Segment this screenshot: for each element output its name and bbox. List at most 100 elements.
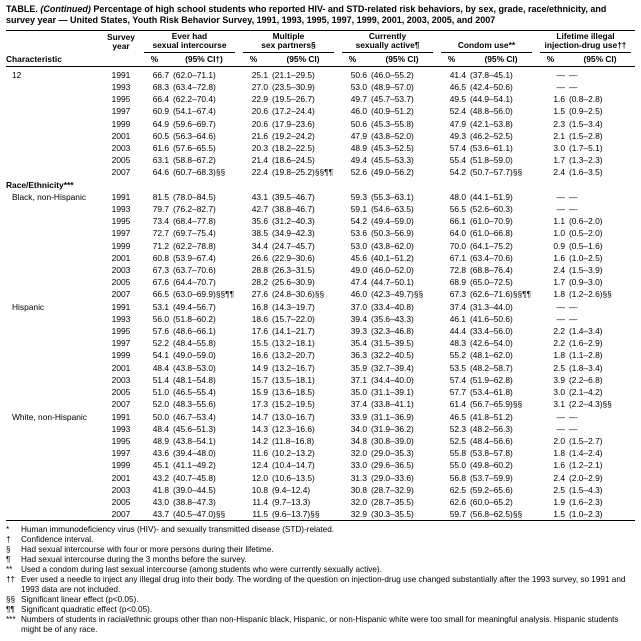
percent-cell: 34.8 <box>350 435 367 446</box>
ci-cell: (21.1–29.5) <box>272 69 315 80</box>
percent-cell: 60.8 <box>152 252 169 263</box>
ci-cell: (13.2–18.1) <box>272 338 315 349</box>
ci-cell: (50.3–56.9) <box>371 228 414 239</box>
characteristic-cell <box>6 227 102 239</box>
table-row: 2007 64.6 (60.7–68.3)§§ 22.4 (19.8–25.2)§§¶¶… <box>6 166 635 178</box>
table-row: 2001 43.2 (40.7–45.8) 12.0 (10.6–13.5) 31.3 (2… <box>6 472 635 484</box>
ci-cell: (19.2–24.2) <box>272 130 315 141</box>
ci-cell: (42.6–54.0) <box>470 338 513 349</box>
characteristic-cell <box>6 337 102 349</box>
ci-cell: (10.6–13.5) <box>272 472 315 483</box>
survey-year-cell: 2007 <box>111 289 131 300</box>
survey-year-cell: 1993 <box>111 82 131 93</box>
ci-cell: (61.0–66.8) <box>470 228 513 239</box>
ci-cell: (51.8–60.2) <box>173 313 216 324</box>
ci-cell: (2.2–4.3)§§ <box>569 399 612 410</box>
table-continued-label: (Continued) <box>40 4 91 14</box>
ci-cell: (32.7–39.4) <box>371 362 414 373</box>
ci-cell: (46.2–52.5) <box>470 130 513 141</box>
percent-cell: 52.4 <box>449 106 466 117</box>
percent-cell: 47.9 <box>350 130 367 141</box>
percent-cell: 22.9 <box>251 94 268 105</box>
percent-cell: 3.0 <box>553 143 565 154</box>
characteristic-cell <box>6 313 102 325</box>
table-row: 1993 56.0 (51.8–60.2) 18.6 (15.7–22.0) 39.4 (3… <box>6 313 635 325</box>
characteristic-cell <box>6 252 102 264</box>
ci-cell: (24.7–45.7) <box>272 240 315 251</box>
percent-cell: 60.5 <box>152 130 169 141</box>
table-row: 2007 43.7 (40.5–47.0)§§ 11.5 (9.6–13.7)§§ 32.… <box>6 508 635 520</box>
percent-cell: 1.8 <box>553 289 565 300</box>
ci-cell: (49.0–56.2) <box>371 167 414 178</box>
ci-cell: (1.6–3.5) <box>569 167 603 178</box>
footnote-text: Numbers of students in racial/ethnic gro… <box>21 615 619 635</box>
footnote: †† Ever used a needle to inject any illeg… <box>6 575 635 595</box>
footnote-text: Significant linear effect (p<0.05). <box>21 595 139 605</box>
percent-cell: 20.6 <box>251 106 268 117</box>
ci-cell: (1.4–3.4) <box>569 326 603 337</box>
characteristic-cell: Hispanic <box>12 301 45 312</box>
ci-cell: (13.2–20.7) <box>272 350 315 361</box>
ci-cell: (49.4–59.0) <box>371 216 414 227</box>
percent-cell: 1.0 <box>553 228 565 239</box>
percent-cell: 66.7 <box>152 69 169 80</box>
table-row: 1995 57.6 (48.6–66.1) 17.6 (14.1–21.7) 39.3 (3… <box>6 325 635 337</box>
percent-cell: 43.1 <box>251 191 268 202</box>
percent-cell: — <box>556 301 565 312</box>
characteristic-cell <box>6 288 102 300</box>
percent-cell: 1.8 <box>553 448 565 459</box>
ci-cell: (29.0–35.3) <box>371 448 414 459</box>
survey-year-cell: 2001 <box>111 252 131 263</box>
ci-cell: (46.0–52.0) <box>371 265 414 276</box>
column-group-label: Ever had sexual intercourse <box>144 31 235 53</box>
ci-cell: (9.6–13.7)§§ <box>272 509 320 520</box>
characteristic-cell <box>6 484 102 496</box>
risk-behavior-table: Characteristic Survey year Ever had sexu… <box>6 29 635 522</box>
col-subheader-percent: % <box>239 53 268 67</box>
ci-cell: (62.2–78.8) <box>173 240 216 251</box>
section-header-label: Race/Ethnicity*** <box>6 179 74 190</box>
footnote-marker: * <box>6 525 10 535</box>
survey-year-cell: 1995 <box>111 435 131 446</box>
percent-cell: 62.6 <box>449 496 466 507</box>
ci-cell: (1.5–2.7) <box>569 435 603 446</box>
ci-cell: (53.4–61.8) <box>470 387 513 398</box>
footnote-text: Human immunodeficiency virus (HIV)- and … <box>21 525 335 535</box>
ci-cell: (42.4–50.6) <box>470 82 513 93</box>
col-subheader-ci: (95% CI) <box>367 53 437 67</box>
footnote: ¶ Had sexual intercourse during the 3 mon… <box>6 555 635 565</box>
ci-cell: (40.1–51.2) <box>371 252 414 263</box>
ci-cell: (40.9–51.2) <box>371 106 414 117</box>
percent-cell: 73.4 <box>152 216 169 227</box>
percent-cell: 54.2 <box>350 216 367 227</box>
footnote-marker: ¶¶ <box>6 605 15 615</box>
percent-cell: 1.7 <box>553 155 565 166</box>
ci-cell: (62.2–70.4) <box>173 94 216 105</box>
ci-cell: (48.2–56.3) <box>470 423 513 434</box>
percent-cell: 53.1 <box>152 301 169 312</box>
ci-cell: (46.7–53.4) <box>173 411 216 422</box>
survey-year-cell: 1991 <box>111 301 131 312</box>
footnote: ¶¶ Significant quadratic effect (p<0.05). <box>6 605 635 615</box>
ci-cell: (2.1–4.2) <box>569 387 603 398</box>
ci-cell: (53.9–67.4) <box>173 252 216 263</box>
ci-cell: (49.4–56.7) <box>173 301 216 312</box>
characteristic-cell <box>6 154 102 166</box>
ci-cell: (55.3–63.1) <box>371 191 414 202</box>
table-row: 2003 67.3 (63.7–70.6) 28.8 (26.3–31.5) 49.0 (4… <box>6 264 635 276</box>
percent-cell: 53.6 <box>350 228 367 239</box>
footnote-text: Confidence interval. <box>21 535 94 545</box>
col-subheader-percent: % <box>536 53 565 67</box>
col-header-characteristic: Characteristic <box>6 31 102 67</box>
percent-cell: 64.0 <box>449 228 466 239</box>
ci-cell: (1.0–2.3) <box>569 509 603 520</box>
footnote: §§ Significant linear effect (p<0.05). <box>6 595 635 605</box>
table-body: 12 1991 66.7 (62.0–71.1) 25.1 (21.1–29.5) 50.6… <box>6 67 635 521</box>
ci-cell: (31.2–40.3) <box>272 216 315 227</box>
percent-cell: — <box>556 423 565 434</box>
percent-cell: 53.0 <box>350 82 367 93</box>
percent-cell: 48.0 <box>449 191 466 202</box>
percent-cell: 2.3 <box>553 118 565 129</box>
percent-cell: 2.4 <box>553 472 565 483</box>
ci-cell: — <box>569 191 578 202</box>
